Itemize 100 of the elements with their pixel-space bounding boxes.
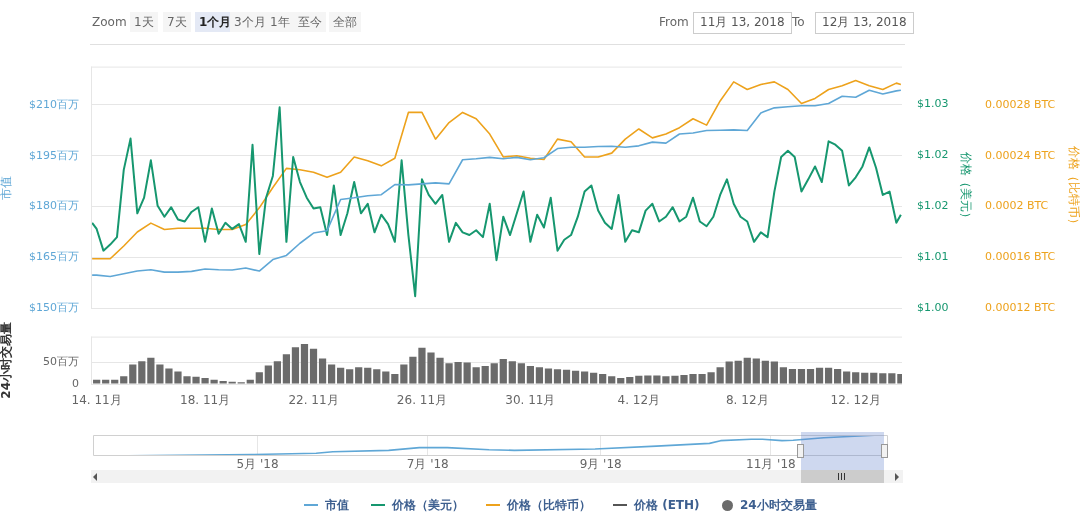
bar bbox=[346, 369, 354, 384]
bar bbox=[599, 374, 607, 384]
y-axis-title: 市值 bbox=[0, 175, 14, 200]
text: 全部 bbox=[329, 12, 361, 32]
bar bbox=[734, 360, 742, 384]
legend-label: 市值 bbox=[325, 496, 349, 514]
bar bbox=[490, 363, 498, 384]
bar bbox=[481, 365, 489, 384]
text: 11月 13, 2018 bbox=[693, 12, 792, 34]
x-tick-label: 12. 12月 bbox=[830, 393, 881, 408]
y3-tick-label: 0.00012 BTC bbox=[985, 301, 1056, 315]
bar bbox=[120, 376, 128, 384]
bar bbox=[590, 372, 598, 384]
x-tick-label: 26. 11月 bbox=[396, 393, 448, 408]
bar bbox=[526, 365, 534, 384]
bar bbox=[129, 364, 137, 384]
bar bbox=[517, 363, 525, 384]
bar bbox=[824, 367, 833, 384]
bar bbox=[870, 372, 878, 384]
bar bbox=[852, 372, 860, 384]
y-tick-label: $150百万 bbox=[29, 301, 79, 315]
bar bbox=[716, 367, 724, 384]
bar bbox=[391, 374, 399, 384]
bar bbox=[400, 364, 408, 384]
bar bbox=[761, 360, 769, 384]
bar bbox=[544, 368, 553, 384]
bar bbox=[291, 347, 300, 384]
text: Zoom bbox=[92, 14, 127, 31]
bar bbox=[806, 368, 815, 384]
y-tick-label: $210百万 bbox=[29, 97, 79, 111]
bar bbox=[843, 371, 851, 384]
bar bbox=[111, 379, 119, 384]
x-tick-label: 5月 '18 bbox=[236, 457, 279, 472]
text: 7天 bbox=[163, 12, 191, 32]
x-tick-label: 22. 11月 bbox=[288, 393, 339, 408]
bar bbox=[318, 358, 327, 384]
bar bbox=[255, 372, 263, 384]
y3-tick-label: 0.0002 BTC bbox=[985, 199, 1049, 213]
bar bbox=[463, 362, 471, 384]
x-tick-label: 18. 11月 bbox=[180, 393, 231, 408]
bar bbox=[373, 369, 381, 384]
legend-label: 价格（比特币） bbox=[507, 496, 591, 514]
bar bbox=[743, 357, 751, 384]
x-tick-label: 7月 '18 bbox=[406, 457, 449, 472]
y2-tick-label: $1.02 bbox=[917, 148, 949, 162]
bar bbox=[725, 361, 733, 384]
text: 至今 bbox=[294, 12, 326, 32]
bar bbox=[273, 361, 281, 384]
bar bbox=[553, 369, 562, 384]
bar bbox=[879, 373, 887, 384]
bar bbox=[788, 368, 797, 384]
y-tick-label: 50百万 bbox=[43, 355, 79, 369]
bar bbox=[888, 373, 896, 384]
bar bbox=[797, 368, 806, 384]
bar bbox=[752, 358, 760, 384]
y2-axis-title: 价格（美元） bbox=[958, 150, 973, 224]
y2-tick-label: $1.00 bbox=[917, 301, 949, 315]
bar bbox=[364, 367, 372, 384]
bar bbox=[815, 367, 824, 384]
legend-label: 价格（美元） bbox=[392, 496, 464, 514]
bar bbox=[626, 377, 634, 384]
bar bbox=[219, 380, 227, 384]
y-tick-label: $195百万 bbox=[29, 148, 79, 162]
bar bbox=[635, 375, 643, 384]
x-tick-label: 8. 12月 bbox=[725, 393, 769, 408]
bar bbox=[246, 379, 254, 384]
bar bbox=[472, 367, 480, 384]
y-tick-label: $180百万 bbox=[29, 199, 79, 213]
bar bbox=[264, 365, 272, 384]
bar bbox=[147, 357, 155, 384]
y3-tick-label: 0.00016 BTC bbox=[985, 250, 1056, 264]
bar bbox=[282, 354, 291, 384]
y2-tick-label: $1.03 bbox=[917, 97, 949, 111]
y-tick-label: 0 bbox=[72, 376, 79, 390]
text: 12月 13, 2018 bbox=[815, 12, 914, 34]
bar bbox=[355, 367, 363, 384]
x-tick-label: 4. 12月 bbox=[617, 393, 661, 408]
bar bbox=[210, 379, 218, 384]
text: 3个月 bbox=[230, 12, 270, 32]
y3-tick-label: 0.00028 BTC bbox=[985, 97, 1056, 111]
bar bbox=[382, 371, 390, 384]
y3-tick-label: 0.00024 BTC bbox=[985, 148, 1056, 162]
bar bbox=[300, 343, 309, 384]
text: 1个月 bbox=[195, 12, 236, 32]
bar bbox=[499, 359, 507, 384]
x-tick-label: 9月 '18 bbox=[579, 457, 622, 472]
y2-tick-label: $1.02 bbox=[917, 199, 949, 213]
y-tick-label: $165百万 bbox=[29, 250, 79, 264]
bar bbox=[834, 368, 842, 384]
bar bbox=[508, 361, 516, 384]
bar bbox=[562, 369, 571, 384]
text: 1天 bbox=[130, 12, 158, 32]
legend-label: 24小时交易量 bbox=[740, 496, 817, 514]
bar bbox=[93, 379, 101, 384]
bar bbox=[102, 379, 110, 384]
bar bbox=[770, 361, 778, 384]
y2-tick-label: $1.01 bbox=[917, 250, 949, 264]
text: To bbox=[792, 14, 805, 31]
y3-axis-title: 价格（比特币） bbox=[1066, 144, 1080, 230]
bar bbox=[861, 372, 869, 384]
